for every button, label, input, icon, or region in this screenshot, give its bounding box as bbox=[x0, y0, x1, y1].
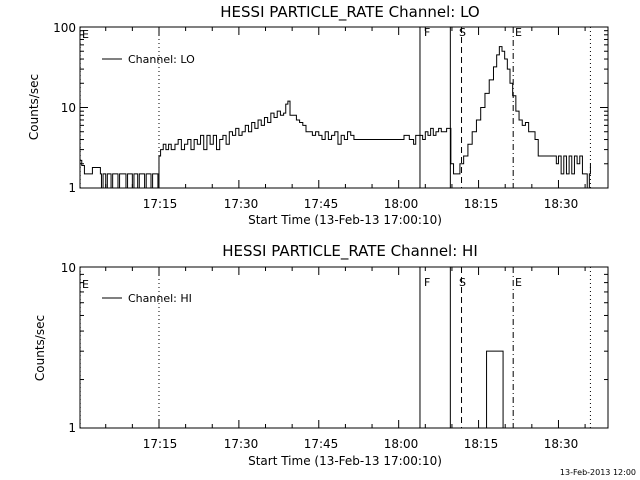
x-tick-label: 18:30 bbox=[544, 197, 579, 211]
x-tick-labels-lo: 17:15 17:30 17:45 18:00 18:15 18:30 bbox=[143, 197, 579, 211]
legend-lo: Channel: LO bbox=[102, 53, 195, 66]
marker-label-s: S bbox=[459, 276, 466, 289]
marker-label-f: F bbox=[424, 26, 430, 39]
event-markers-hi bbox=[79, 267, 591, 428]
x-tick-label: 17:30 bbox=[224, 197, 259, 211]
legend-hi: Channel: HI bbox=[102, 292, 192, 305]
y-axis-label-lo: Counts/sec bbox=[27, 74, 41, 140]
timestamp-stamp: 13-Feb-2013 12:00 bbox=[560, 468, 636, 477]
marker-labels-hi: E F S E bbox=[82, 276, 522, 291]
x-tick-labels-hi: 17:15 17:30 17:45 18:00 18:15 18:30 bbox=[143, 437, 579, 451]
panel-lo: HESSI PARTICLE_RATE Channel: LO Counts/s… bbox=[27, 3, 609, 227]
x-tick-label: 18:30 bbox=[544, 437, 579, 451]
x-axis-label-lo: Start Time (13-Feb-13 17:00:10) bbox=[248, 213, 442, 227]
y-axis-label-hi: Counts/sec bbox=[33, 315, 47, 381]
x-tick-label: 17:15 bbox=[143, 197, 178, 211]
chart-title-hi: HESSI PARTICLE_RATE Channel: HI bbox=[222, 242, 478, 261]
legend-label-lo: Channel: LO bbox=[128, 53, 195, 66]
y-tick-label: 10 bbox=[61, 261, 76, 275]
x-tick-label: 17:45 bbox=[304, 437, 339, 451]
marker-label-f: F bbox=[424, 276, 430, 289]
x-tick-label: 18:15 bbox=[464, 437, 499, 451]
x-tick-label: 17:30 bbox=[224, 437, 259, 451]
x-tick-label: 17:15 bbox=[143, 437, 178, 451]
marker-label-e: E bbox=[515, 276, 522, 289]
y-tick-labels-hi: 1 10 bbox=[61, 261, 76, 435]
event-markers-lo bbox=[79, 27, 591, 188]
series-hi bbox=[483, 350, 504, 429]
marker-label-e: E bbox=[82, 278, 89, 291]
x-tick-label: 18:15 bbox=[464, 197, 499, 211]
y-tick-label: 1 bbox=[68, 181, 76, 195]
x-axis-label-hi: Start Time (13-Feb-13 17:00:10) bbox=[248, 454, 442, 468]
marker-label-e: E bbox=[515, 26, 522, 39]
y-tick-label: 100 bbox=[53, 21, 76, 35]
chart-title-lo: HESSI PARTICLE_RATE Channel: LO bbox=[220, 3, 479, 22]
y-tick-labels-lo: 1 10 100 bbox=[53, 21, 76, 195]
x-tick-label: 18:00 bbox=[384, 197, 419, 211]
y-tick-label: 10 bbox=[61, 101, 76, 115]
marker-label-e: E bbox=[82, 28, 89, 41]
series-line-lo bbox=[80, 46, 591, 189]
marker-labels-lo: E F S E bbox=[82, 26, 522, 41]
series-lo bbox=[80, 46, 591, 189]
legend-label-hi: Channel: HI bbox=[128, 292, 192, 305]
y-tick-label: 1 bbox=[68, 421, 76, 435]
axis-ticks-hi bbox=[80, 266, 608, 429]
series-line-hi bbox=[483, 350, 504, 429]
panel-hi: HESSI PARTICLE_RATE Channel: HI Counts/s… bbox=[33, 242, 609, 468]
x-tick-label: 18:00 bbox=[384, 437, 419, 451]
marker-label-s: S bbox=[459, 26, 466, 39]
x-tick-label: 17:45 bbox=[304, 197, 339, 211]
